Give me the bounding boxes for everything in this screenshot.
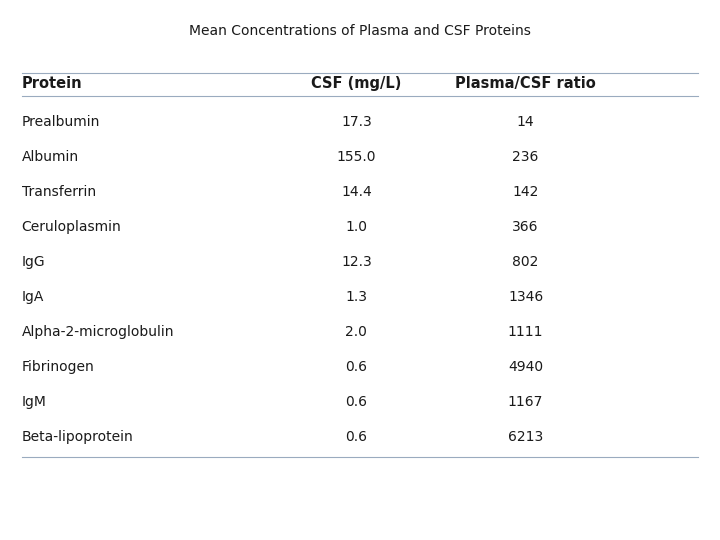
Text: 236: 236 (513, 150, 539, 164)
Text: Beta-lipoprotein: Beta-lipoprotein (22, 430, 133, 444)
Text: 1167: 1167 (508, 395, 544, 409)
Text: 4940: 4940 (508, 360, 543, 374)
Text: 12.3: 12.3 (341, 255, 372, 269)
Text: 1346: 1346 (508, 290, 543, 304)
Text: Ceruloplasmin: Ceruloplasmin (22, 220, 122, 234)
Text: 0.6: 0.6 (346, 430, 367, 444)
Text: 142: 142 (513, 185, 539, 199)
Text: 14: 14 (517, 114, 534, 129)
Text: IgA: IgA (22, 290, 44, 304)
Text: CSF (mg/L): CSF (mg/L) (311, 76, 402, 91)
Text: 366: 366 (513, 220, 539, 234)
Text: Plasma/CSF ratio: Plasma/CSF ratio (455, 76, 596, 91)
Text: IgM: IgM (22, 395, 47, 409)
Text: Transferrin: Transferrin (22, 185, 96, 199)
Text: 155.0: 155.0 (337, 150, 376, 164)
Text: 0.6: 0.6 (346, 360, 367, 374)
Text: 2.0: 2.0 (346, 325, 367, 339)
Text: Albumin: Albumin (22, 150, 78, 164)
Text: 0.6: 0.6 (346, 395, 367, 409)
Text: 17.3: 17.3 (341, 114, 372, 129)
Text: 1.0: 1.0 (346, 220, 367, 234)
Text: Prealbumin: Prealbumin (22, 114, 100, 129)
Text: 6213: 6213 (508, 430, 543, 444)
Text: IgG: IgG (22, 255, 45, 269)
Text: 1111: 1111 (508, 325, 544, 339)
Text: Fibrinogen: Fibrinogen (22, 360, 94, 374)
Text: 1.3: 1.3 (346, 290, 367, 304)
Text: Mean Concentrations of Plasma and CSF Proteins: Mean Concentrations of Plasma and CSF Pr… (189, 24, 531, 38)
Text: Alpha-2-microglobulin: Alpha-2-microglobulin (22, 325, 174, 339)
Text: Protein: Protein (22, 76, 82, 91)
Text: 14.4: 14.4 (341, 185, 372, 199)
Text: 802: 802 (513, 255, 539, 269)
